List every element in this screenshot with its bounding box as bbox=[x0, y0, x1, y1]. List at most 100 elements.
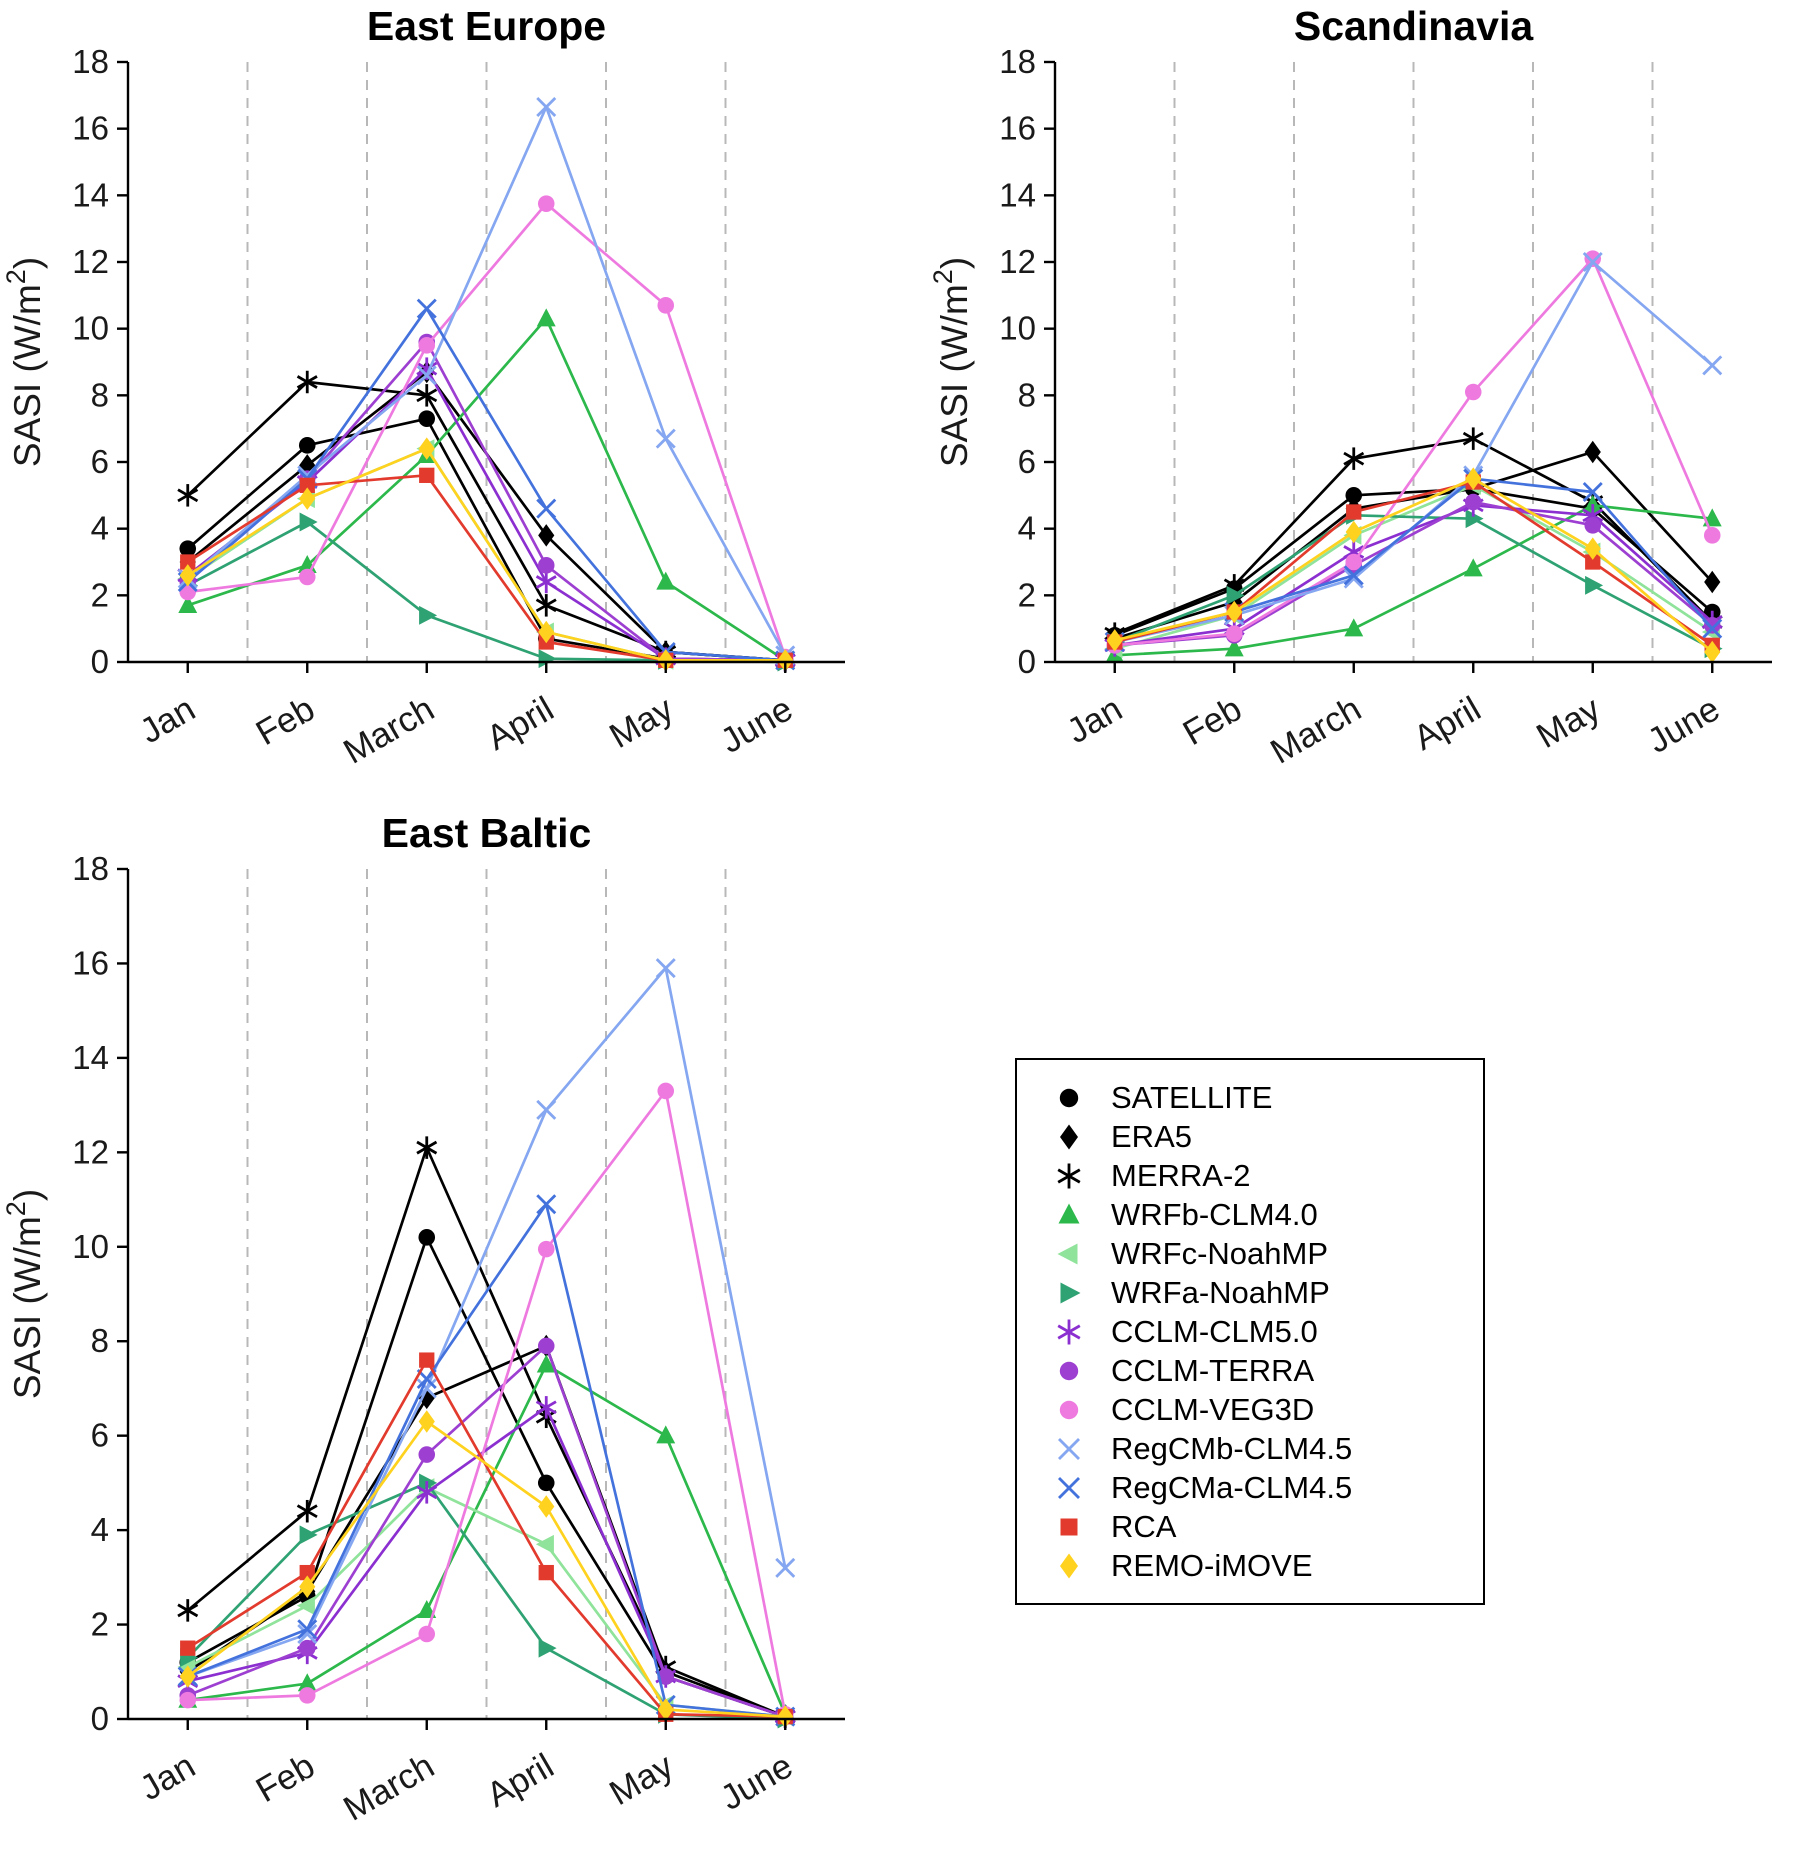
series-line-WRFa-NoahMP bbox=[1113, 513, 1714, 651]
y-tick-label: 8 bbox=[91, 1322, 109, 1359]
legend-item-SATELLITE: SATELLITE bbox=[1027, 1078, 1473, 1117]
marker-circle bbox=[298, 437, 316, 454]
marker-asterisk bbox=[535, 1396, 557, 1419]
x-tick-label: April bbox=[1407, 689, 1487, 758]
legend-item-WRFa-NoahMP: WRFa-NoahMP bbox=[1027, 1273, 1473, 1312]
y-tick-label: 0 bbox=[1018, 643, 1036, 680]
marker-triangle-up bbox=[536, 1354, 556, 1373]
marker-circle bbox=[1225, 625, 1243, 642]
x-tick-label: June bbox=[714, 689, 799, 761]
x-tick-label: Jan bbox=[133, 1746, 201, 1808]
marker-circle bbox=[1345, 487, 1363, 504]
marker-diamond bbox=[179, 564, 196, 587]
marker-triangle-right bbox=[299, 1525, 318, 1545]
marker-circle bbox=[657, 1668, 675, 1685]
marker-triangle-left bbox=[535, 1534, 554, 1554]
y-tick-label: 12 bbox=[72, 243, 109, 280]
marker-diamond bbox=[299, 487, 316, 510]
series-line-WRFb-CLM4.0 bbox=[1113, 503, 1714, 657]
marker-triangle-right bbox=[538, 1638, 557, 1658]
marker-x bbox=[1343, 568, 1364, 589]
legend-label: ERA5 bbox=[1111, 1118, 1192, 1154]
marker-square bbox=[1346, 504, 1362, 520]
marker-circle bbox=[1464, 383, 1482, 401]
series-line-RegCMa-CLM4.5 bbox=[186, 1202, 787, 1718]
series-group bbox=[1104, 250, 1723, 664]
marker-square bbox=[419, 467, 435, 483]
marker-square bbox=[180, 554, 196, 570]
legend-marker-square-icon bbox=[1027, 1509, 1111, 1545]
y-tick-label: 2 bbox=[91, 1606, 109, 1643]
marker-circle bbox=[179, 540, 197, 557]
y-tick-label: 18 bbox=[72, 43, 109, 80]
legend-item-CCLM-VEG3D: CCLM-VEG3D bbox=[1027, 1390, 1473, 1429]
marker-x bbox=[655, 428, 676, 449]
series-line-REMO-iMOVE bbox=[186, 1420, 787, 1718]
marker-circle bbox=[537, 1337, 555, 1355]
y-tick-label: 14 bbox=[72, 176, 109, 213]
legend-item-RegCMb-CLM4.5: RegCMb-CLM4.5 bbox=[1027, 1429, 1473, 1468]
marker-diamond bbox=[657, 649, 674, 672]
marker-square bbox=[299, 477, 315, 493]
marker-triangle-left bbox=[1057, 1243, 1078, 1264]
chart-east-europe: 0 2 4 6 8 10 12 14 16 18 Jan Feb March April May June Ea… bbox=[1, 3, 845, 772]
marker-circle bbox=[657, 297, 675, 314]
y-tick-label: 18 bbox=[72, 850, 109, 887]
marker-x bbox=[297, 1624, 318, 1644]
legend-label: CCLM-VEG3D bbox=[1111, 1391, 1315, 1427]
marker-circle bbox=[418, 1625, 436, 1643]
x-tick-label: Feb bbox=[250, 1746, 322, 1810]
marker-diamond bbox=[657, 1698, 674, 1721]
marker-triangle-right bbox=[419, 605, 438, 625]
legend-label: RCA bbox=[1111, 1508, 1177, 1544]
marker-asterisk bbox=[535, 594, 557, 617]
marker-square bbox=[180, 1640, 196, 1656]
gridlines bbox=[1173, 62, 1654, 662]
x-tick-label: Feb bbox=[250, 689, 322, 753]
marker-x bbox=[297, 1619, 318, 1640]
marker-asterisk bbox=[1343, 447, 1365, 470]
y-tick-label: 0 bbox=[91, 643, 109, 680]
y-axis-label: SASI (W/m2) bbox=[928, 257, 975, 467]
legend-label: WRFb-CLM4.0 bbox=[1111, 1196, 1318, 1232]
series-line-RegCMb-CLM4.5 bbox=[186, 966, 787, 1678]
marker-x bbox=[416, 298, 437, 319]
x-tick-label: Jan bbox=[133, 689, 201, 751]
axes bbox=[117, 60, 845, 673]
marker-triangle-up bbox=[417, 1600, 437, 1619]
series-line-RegCMa-CLM4.5 bbox=[186, 307, 787, 662]
y-tick-label: 4 bbox=[91, 1511, 109, 1548]
legend-marker-diamond-icon bbox=[1027, 1548, 1111, 1584]
x-tick-label: May bbox=[603, 689, 680, 756]
series-line-REMO-iMOVE bbox=[1113, 477, 1714, 654]
marker-diamond bbox=[777, 649, 794, 672]
marker-circle bbox=[1584, 517, 1602, 534]
marker-x bbox=[1058, 1476, 1080, 1499]
y-tick-label: 4 bbox=[1018, 510, 1036, 547]
x-tick-label: June bbox=[1641, 689, 1726, 761]
series-line-CCLM-VEG3D bbox=[186, 202, 787, 659]
legend-label: WRFc-NoahMP bbox=[1111, 1235, 1329, 1271]
marker-circle bbox=[298, 1687, 316, 1704]
x-tick-label: March bbox=[337, 689, 441, 771]
x-tick-label: April bbox=[480, 1746, 560, 1815]
marker-triangle-up bbox=[1463, 558, 1483, 577]
series-line-CCLM-TERRA bbox=[186, 1344, 787, 1718]
marker-circle bbox=[1345, 553, 1363, 571]
y-tick-label: 16 bbox=[72, 944, 109, 981]
y-tick-label: 10 bbox=[72, 1228, 109, 1265]
y-tick-label: 18 bbox=[999, 43, 1036, 80]
series-line-WRFb-CLM4.0 bbox=[186, 1363, 787, 1716]
legend-label: SATELLITE bbox=[1111, 1079, 1273, 1115]
marker-asterisk bbox=[296, 370, 318, 394]
legend-item-REMO-iMOVE: REMO-iMOVE bbox=[1027, 1546, 1473, 1585]
series-group bbox=[177, 97, 796, 672]
marker-x bbox=[1343, 565, 1364, 586]
series-line-RCA bbox=[186, 1358, 787, 1718]
series-markers-REMO-iMOVE bbox=[179, 1410, 794, 1728]
marker-x bbox=[1582, 252, 1603, 272]
legend-label: MERRA-2 bbox=[1111, 1157, 1251, 1193]
x-tick-label: April bbox=[480, 689, 560, 758]
marker-circle bbox=[418, 337, 436, 354]
marker-x bbox=[775, 1557, 796, 1578]
